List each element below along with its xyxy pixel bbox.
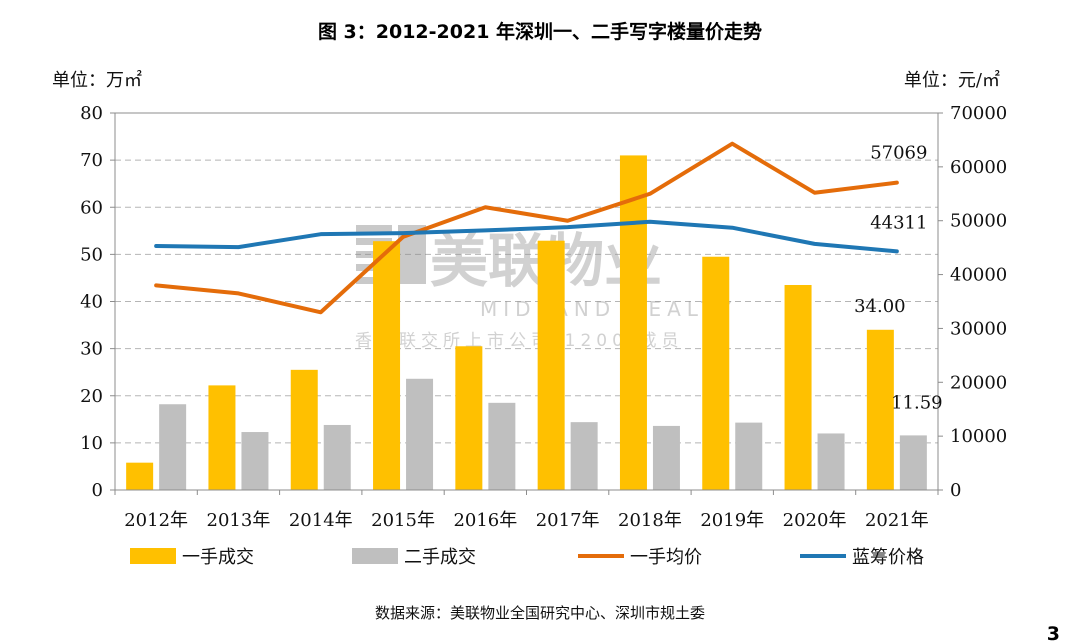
bar-new-home-transactions <box>290 369 318 490</box>
y-left-tick-label: 0 <box>92 480 103 501</box>
y-right-tick-label: 40000 <box>950 265 1007 286</box>
y-right-tick-label: 10000 <box>950 426 1007 447</box>
bar-second-hand-transactions <box>323 424 351 490</box>
bar-new-home-transactions <box>126 462 154 490</box>
x-tick-label: 2021年 <box>865 510 929 531</box>
bar-new-home-transactions <box>619 155 647 490</box>
bar-second-hand-transactions <box>159 404 187 490</box>
left-axis-unit: 单位：万㎡ <box>52 69 142 91</box>
y-right-tick-label: 60000 <box>950 157 1007 178</box>
lines <box>154 141 899 315</box>
legend-label: 一手成交 <box>182 547 254 568</box>
x-tick-label: 2019年 <box>700 510 764 531</box>
y-right-tick-label: 70000 <box>950 103 1007 124</box>
data-label: 34.00 <box>854 296 906 317</box>
data-source: 数据来源：美联物业全国研究中心、深圳市规土委 <box>375 604 705 622</box>
x-tick-label: 2012年 <box>124 510 188 531</box>
bar-second-hand-transactions <box>735 422 763 490</box>
annotations: 57069 44311 34.00 11.59 <box>854 143 943 414</box>
bars <box>126 155 927 490</box>
bar-second-hand-transactions <box>817 433 845 490</box>
y-left-tick-label: 60 <box>80 197 103 218</box>
line-new-home-avg-price <box>154 141 899 315</box>
bar-new-home-transactions <box>455 346 483 490</box>
x-tick-label: 2015年 <box>371 510 435 531</box>
x-tick-label: 2014年 <box>289 510 353 531</box>
x-tick-label: 2016年 <box>453 510 517 531</box>
chart-title: 图 3：2012-2021 年深圳一、二手写字楼量价走势 <box>318 20 762 43</box>
legend-label: 一手均价 <box>630 547 702 568</box>
axes: 0 10 20 30 40 50 60 70 80 0 10000 20000 30000 40000 50… <box>80 103 1007 531</box>
bar-new-home-transactions <box>702 256 730 490</box>
data-label: 11.59 <box>891 392 943 413</box>
bar-second-hand-transactions <box>241 432 269 490</box>
x-tick-label: 2013年 <box>207 510 271 531</box>
bar-new-home-transactions <box>784 285 812 490</box>
right-axis-unit: 单位：元/㎡ <box>904 69 1000 91</box>
y-right-tick-label: 0 <box>950 480 961 501</box>
legend-label: 蓝筹价格 <box>852 547 924 568</box>
watermark-english: MIDLAND REALTY <box>480 297 738 321</box>
y-left-tick-label: 70 <box>80 150 103 171</box>
bar-second-hand-transactions <box>406 378 434 490</box>
y-left-tick-label: 40 <box>80 292 103 313</box>
x-tick-label: 2020年 <box>783 510 847 531</box>
data-label: 57069 <box>870 143 927 164</box>
legend: 一手成交 二手成交 一手均价 蓝筹价格 <box>130 547 924 568</box>
legend-swatch-new-home-transactions <box>130 548 176 564</box>
bar-new-home-transactions <box>866 329 894 490</box>
y-left-tick-label: 30 <box>80 339 103 360</box>
page-number: 3 <box>1047 623 1060 642</box>
y-right-tick-label: 50000 <box>950 211 1007 232</box>
y-left-tick-label: 50 <box>80 244 103 265</box>
line-blue-chip-price <box>154 219 899 254</box>
legend-label: 二手成交 <box>404 547 476 568</box>
y-left-tick-label: 20 <box>80 386 103 407</box>
bar-second-hand-transactions <box>570 422 598 490</box>
watermark-tagline: 香港联交所上市公司(1200)成员 <box>355 331 684 351</box>
x-tick-label: 2017年 <box>536 510 600 531</box>
bar-second-hand-transactions <box>652 425 680 490</box>
y-left-tick-label: 80 <box>80 103 103 124</box>
data-label: 44311 <box>870 212 927 233</box>
x-tick-label: 2018年 <box>618 510 682 531</box>
legend-swatch-second-hand-transactions <box>352 548 398 564</box>
bar-new-home-transactions <box>208 385 236 490</box>
y-right-tick-label: 20000 <box>950 372 1007 393</box>
bar-second-hand-transactions <box>899 435 927 490</box>
y-right-tick-label: 30000 <box>950 318 1007 339</box>
y-left-tick-label: 10 <box>80 433 103 454</box>
bar-second-hand-transactions <box>488 402 516 490</box>
bar-new-home-transactions <box>537 240 565 490</box>
bar-new-home-transactions <box>373 241 401 490</box>
